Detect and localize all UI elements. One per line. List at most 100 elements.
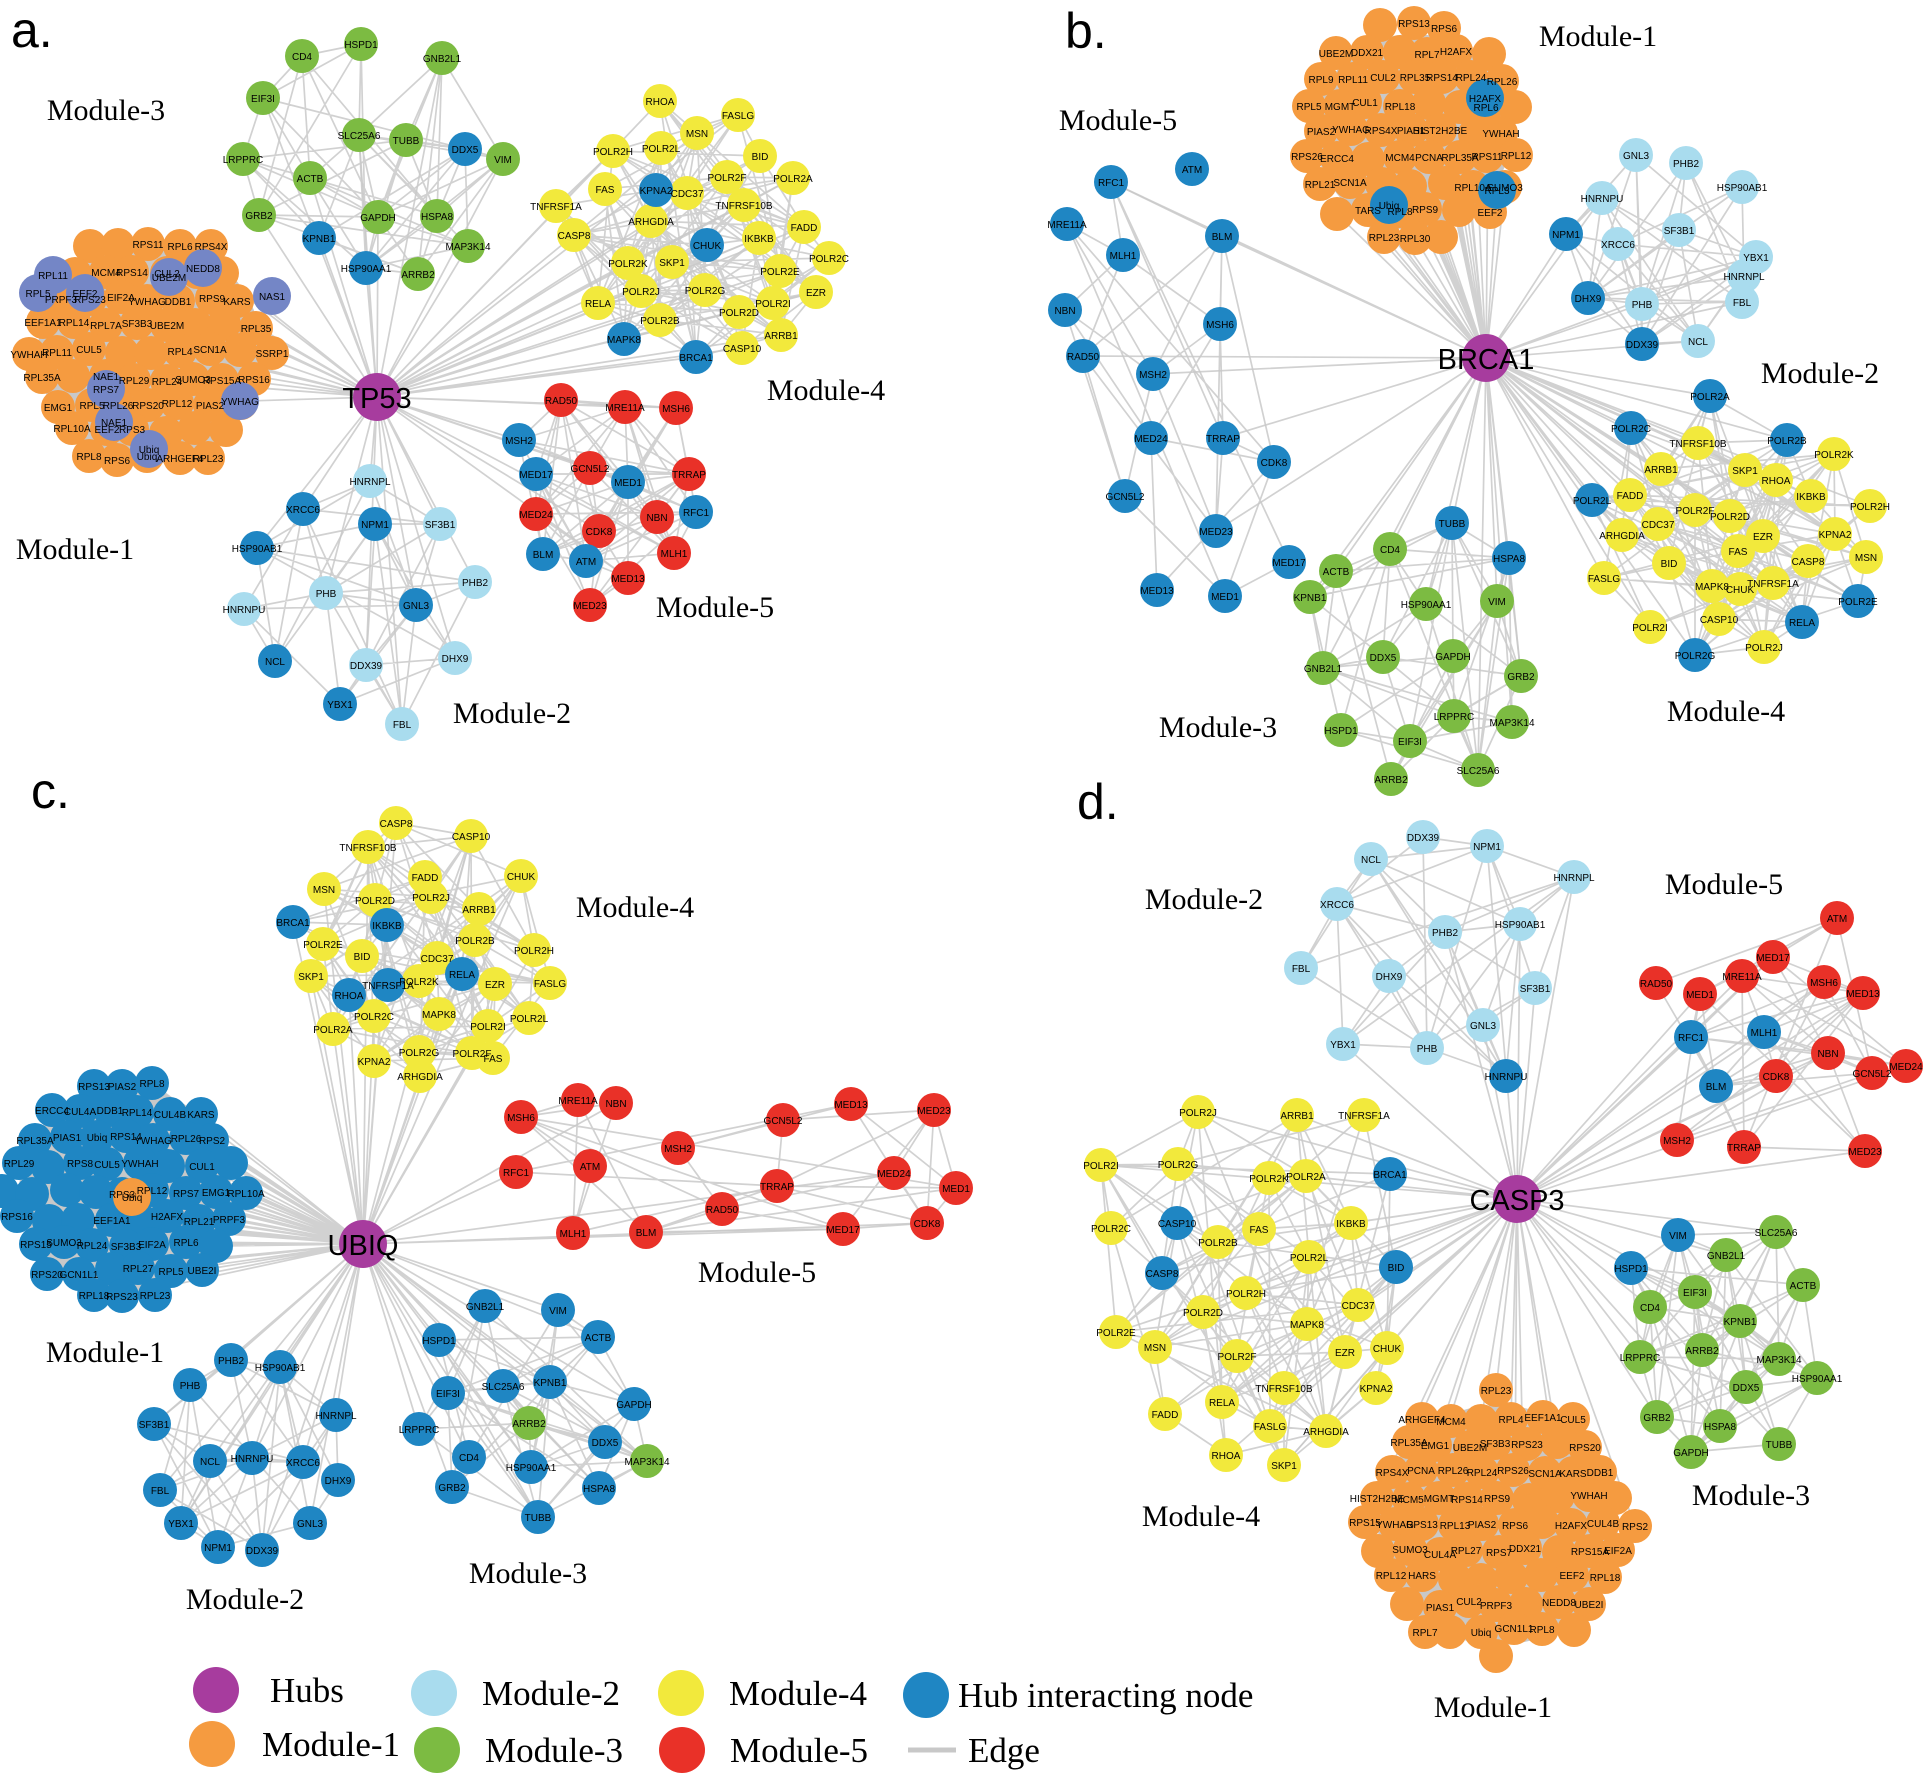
svg-text:NBN: NBN bbox=[605, 1099, 626, 1110]
svg-text:NPM1: NPM1 bbox=[204, 1543, 232, 1554]
svg-text:GNL3: GNL3 bbox=[1470, 1021, 1497, 1032]
svg-text:RPL12: RPL12 bbox=[137, 1186, 168, 1197]
svg-text:GNL3: GNL3 bbox=[297, 1519, 324, 1530]
svg-text:PRPF3: PRPF3 bbox=[45, 295, 78, 306]
svg-text:RPL27: RPL27 bbox=[123, 1264, 154, 1275]
svg-text:MED17: MED17 bbox=[519, 470, 553, 481]
svg-text:BRCA1: BRCA1 bbox=[1438, 344, 1535, 376]
svg-text:ERCC4: ERCC4 bbox=[35, 1106, 69, 1117]
svg-text:KPNB1: KPNB1 bbox=[1294, 593, 1327, 604]
svg-text:RPL21: RPL21 bbox=[184, 1217, 215, 1228]
svg-text:MED1: MED1 bbox=[614, 478, 642, 489]
svg-text:DDX5: DDX5 bbox=[1370, 653, 1397, 664]
svg-text:POLR2L: POLR2L bbox=[1290, 1253, 1329, 1264]
svg-text:Edge: Edge bbox=[968, 1731, 1040, 1770]
svg-text:Module-2: Module-2 bbox=[482, 1674, 620, 1713]
svg-text:YBX1: YBX1 bbox=[327, 700, 353, 711]
svg-text:KARS: KARS bbox=[1559, 1469, 1587, 1480]
svg-text:YWHAG: YWHAG bbox=[128, 297, 166, 308]
svg-text:KARS: KARS bbox=[187, 1110, 215, 1121]
svg-text:RPL12: RPL12 bbox=[162, 399, 193, 410]
svg-text:ARHGEF4: ARHGEF4 bbox=[1398, 1415, 1446, 1426]
svg-text:BRCA1: BRCA1 bbox=[679, 353, 713, 364]
svg-text:RPL35: RPL35 bbox=[241, 324, 272, 335]
svg-text:RPS26: RPS26 bbox=[1497, 1466, 1529, 1477]
svg-text:EIF2A: EIF2A bbox=[107, 293, 135, 304]
svg-text:POLR2H: POLR2H bbox=[1226, 1289, 1266, 1300]
svg-text:PIAS2: PIAS2 bbox=[1307, 127, 1336, 138]
svg-text:RPL35A: RPL35A bbox=[16, 1136, 54, 1147]
svg-text:POLR2H: POLR2H bbox=[1850, 502, 1890, 513]
svg-text:CD4: CD4 bbox=[459, 1453, 479, 1464]
svg-text:BRCA1: BRCA1 bbox=[276, 918, 310, 929]
svg-text:POLR2D: POLR2D bbox=[355, 896, 395, 907]
svg-text:RPS9: RPS9 bbox=[1412, 205, 1439, 216]
svg-text:YBX1: YBX1 bbox=[1743, 253, 1769, 264]
svg-text:MCM4: MCM4 bbox=[1436, 1417, 1466, 1428]
svg-text:MSN: MSN bbox=[1855, 553, 1877, 564]
svg-text:MAP3K14: MAP3K14 bbox=[1489, 718, 1534, 729]
svg-text:DDX5: DDX5 bbox=[1733, 1383, 1760, 1394]
svg-text:Module-5: Module-5 bbox=[730, 1731, 868, 1770]
svg-text:POLR2J: POLR2J bbox=[1179, 1108, 1217, 1119]
svg-text:RFC1: RFC1 bbox=[1098, 178, 1125, 189]
svg-text:Module-1: Module-1 bbox=[262, 1725, 400, 1764]
svg-text:VIM: VIM bbox=[549, 1306, 567, 1317]
svg-text:PHB2: PHB2 bbox=[1432, 928, 1459, 939]
svg-text:IKBKB: IKBKB bbox=[1336, 1219, 1366, 1230]
svg-text:H2AFX: H2AFX bbox=[1555, 1521, 1588, 1532]
svg-text:MRE11A: MRE11A bbox=[605, 403, 645, 414]
svg-text:HNRNPU: HNRNPU bbox=[231, 1454, 274, 1465]
svg-text:RPS20: RPS20 bbox=[31, 1270, 63, 1281]
svg-text:SF3B1: SF3B1 bbox=[425, 520, 456, 531]
svg-text:RPL23: RPL23 bbox=[140, 1291, 171, 1302]
svg-text:MSH2: MSH2 bbox=[1663, 1136, 1691, 1147]
svg-text:MSH6: MSH6 bbox=[507, 1113, 535, 1124]
svg-text:HSP90AA1: HSP90AA1 bbox=[341, 264, 392, 275]
svg-text:RPL4: RPL4 bbox=[167, 347, 192, 358]
svg-text:POLR2G: POLR2G bbox=[399, 1048, 440, 1059]
svg-text:FADD: FADD bbox=[1152, 1410, 1179, 1421]
svg-text:UBE2I: UBE2I bbox=[1575, 1600, 1604, 1611]
svg-text:MED1: MED1 bbox=[942, 1184, 970, 1195]
svg-text:TNFRSF10B: TNFRSF10B bbox=[715, 201, 773, 212]
svg-text:RPL8: RPL8 bbox=[1529, 1625, 1554, 1636]
svg-text:RPL8: RPL8 bbox=[1387, 207, 1412, 218]
svg-text:UBE2M: UBE2M bbox=[152, 273, 186, 284]
svg-text:HSP90AB1: HSP90AB1 bbox=[255, 1363, 306, 1374]
svg-text:EEF2: EEF2 bbox=[1477, 208, 1502, 219]
svg-text:ARHGDIA: ARHGDIA bbox=[1303, 1427, 1349, 1438]
svg-text:POLR2G: POLR2G bbox=[1675, 651, 1716, 662]
svg-text:FADD: FADD bbox=[412, 873, 439, 884]
svg-text:MED24: MED24 bbox=[1889, 1062, 1923, 1073]
svg-text:HNRNPU: HNRNPU bbox=[1581, 194, 1624, 205]
svg-text:YWHAH: YWHAH bbox=[1570, 1491, 1607, 1502]
svg-text:MRE11A: MRE11A bbox=[1047, 220, 1087, 231]
svg-text:POLR2D: POLR2D bbox=[1710, 512, 1750, 523]
svg-text:TNFRSF1A: TNFRSF1A bbox=[1338, 1111, 1390, 1122]
svg-text:Module-5: Module-5 bbox=[1059, 104, 1177, 137]
svg-text:MED13: MED13 bbox=[1140, 586, 1174, 597]
svg-text:POLR2H: POLR2H bbox=[514, 946, 554, 957]
svg-text:POLR2E: POLR2E bbox=[1838, 597, 1878, 608]
svg-text:RPS7: RPS7 bbox=[1486, 1548, 1513, 1559]
svg-text:ARRB1: ARRB1 bbox=[1280, 1111, 1314, 1122]
svg-text:KPNA2: KPNA2 bbox=[1360, 1384, 1393, 1395]
svg-text:RPL10A: RPL10A bbox=[227, 1189, 265, 1200]
svg-text:MAP3K14: MAP3K14 bbox=[445, 242, 490, 253]
svg-text:PIAS2: PIAS2 bbox=[196, 401, 225, 412]
svg-text:POLR2D: POLR2D bbox=[719, 308, 759, 319]
svg-text:BLM: BLM bbox=[1706, 1082, 1727, 1093]
svg-text:RPS4X: RPS4X bbox=[1365, 126, 1398, 137]
svg-text:RPS6: RPS6 bbox=[104, 456, 131, 467]
svg-text:NBN: NBN bbox=[646, 513, 667, 524]
svg-text:ERCC4: ERCC4 bbox=[1320, 154, 1354, 165]
svg-text:RAD50: RAD50 bbox=[1640, 979, 1673, 990]
svg-text:RPL23: RPL23 bbox=[1369, 233, 1400, 244]
svg-text:MAPK8: MAPK8 bbox=[1290, 1320, 1324, 1331]
svg-text:HNRNPU: HNRNPU bbox=[1485, 1072, 1528, 1083]
svg-text:ATM: ATM bbox=[1182, 165, 1202, 176]
svg-text:SF3B1: SF3B1 bbox=[1664, 226, 1695, 237]
svg-text:VIM: VIM bbox=[494, 155, 512, 166]
svg-text:Module-4: Module-4 bbox=[576, 891, 694, 924]
